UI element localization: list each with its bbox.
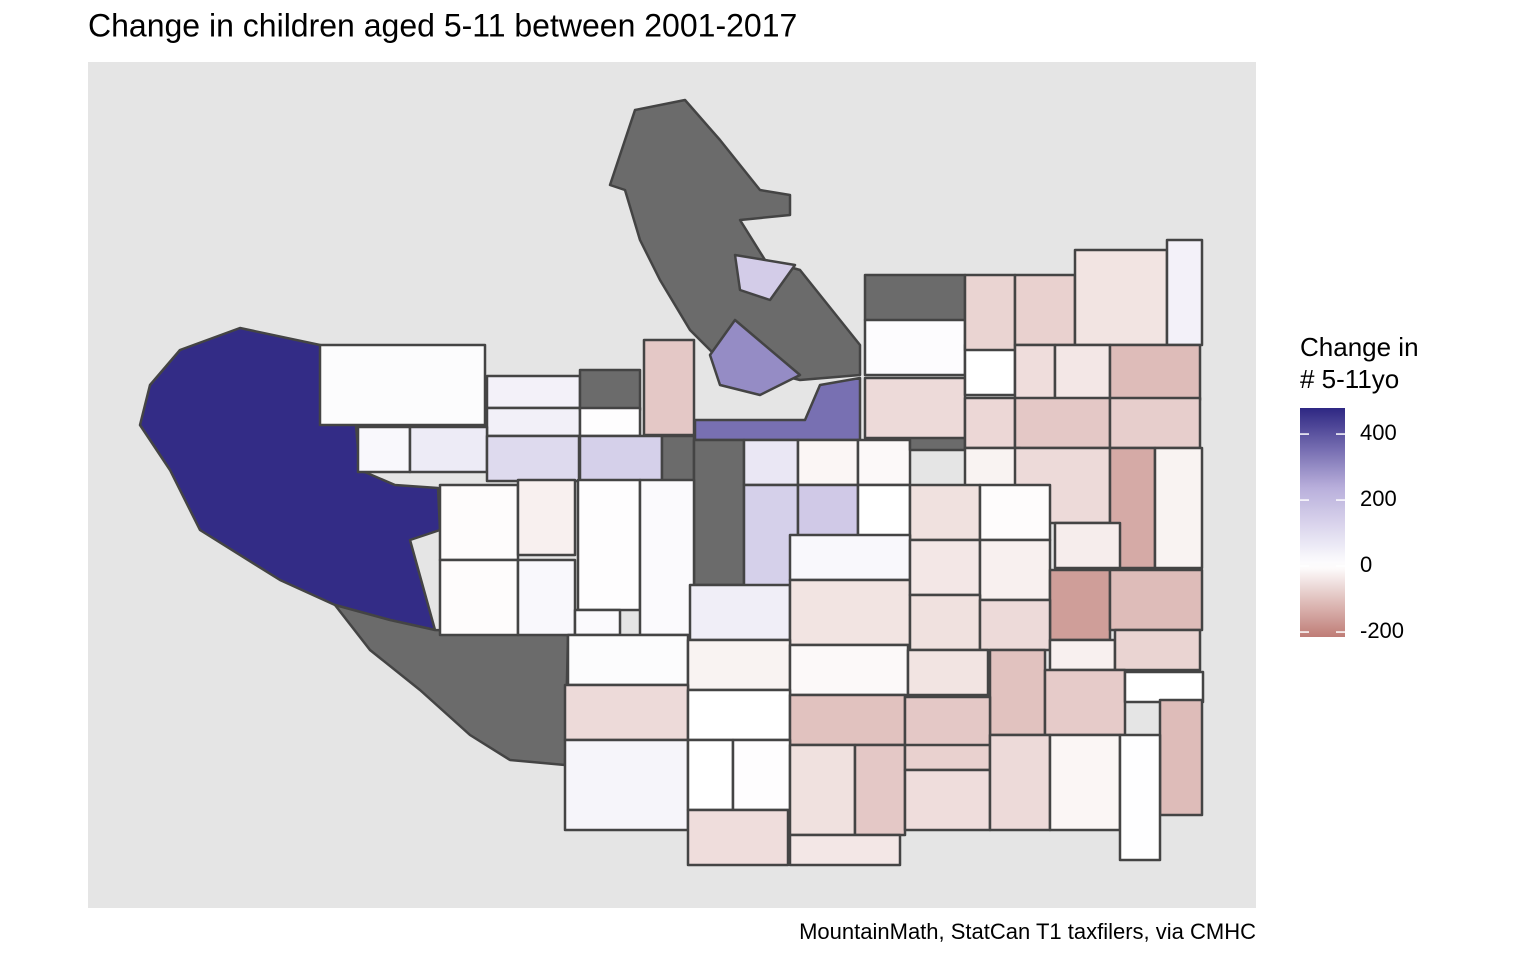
region	[1043, 668, 1127, 737]
region	[686, 688, 792, 742]
region	[708, 318, 802, 397]
region	[356, 425, 412, 474]
regions	[138, 98, 1205, 867]
region	[963, 396, 1017, 450]
region	[978, 598, 1052, 652]
region	[638, 478, 696, 637]
region	[796, 483, 860, 542]
region	[963, 343, 1017, 397]
region	[906, 648, 990, 697]
region	[788, 743, 857, 837]
region	[578, 406, 642, 438]
legend-title: Change in	[1300, 332, 1419, 362]
region	[576, 478, 642, 612]
region	[608, 98, 862, 382]
region	[660, 434, 696, 483]
region	[485, 374, 582, 410]
region	[1048, 733, 1122, 832]
region	[1048, 568, 1112, 642]
region	[485, 434, 581, 483]
region	[333, 603, 570, 767]
region	[1048, 638, 1117, 672]
region	[688, 583, 792, 642]
region	[563, 683, 690, 742]
region	[988, 648, 1047, 737]
region	[978, 538, 1052, 602]
region	[1113, 628, 1202, 672]
region	[908, 593, 982, 652]
legend-tick-label: 400	[1360, 420, 1397, 445]
region	[686, 738, 735, 812]
region	[978, 483, 1052, 542]
region	[903, 695, 992, 749]
region	[908, 483, 982, 542]
region	[566, 633, 690, 687]
region	[438, 558, 520, 637]
region	[1153, 446, 1204, 570]
region	[485, 406, 582, 438]
region	[856, 483, 912, 542]
region	[863, 273, 967, 327]
caption: MountainMath, StatCan T1 taxfilers, via …	[799, 919, 1256, 944]
region	[788, 578, 912, 647]
region	[573, 608, 622, 637]
region	[438, 483, 520, 562]
region	[578, 434, 664, 483]
region	[788, 533, 912, 582]
region	[903, 768, 992, 832]
region	[863, 376, 967, 440]
legend-tick-label: 200	[1360, 486, 1397, 511]
region	[318, 343, 487, 427]
region	[686, 638, 792, 692]
region	[903, 743, 992, 772]
region	[788, 643, 910, 697]
legend-tick-label: -200	[1360, 618, 1404, 643]
region	[788, 693, 907, 747]
region	[988, 733, 1052, 832]
region	[742, 438, 800, 487]
legend-title: # 5-11yo	[1300, 364, 1399, 394]
region	[788, 833, 902, 867]
region	[686, 808, 790, 867]
region	[516, 558, 577, 637]
region	[1108, 568, 1204, 632]
legend-tick-label: 0	[1360, 552, 1372, 577]
region	[138, 326, 442, 632]
region	[563, 738, 690, 832]
region	[1123, 670, 1205, 704]
region	[1053, 521, 1122, 570]
region	[863, 318, 967, 377]
region	[1053, 343, 1112, 402]
region	[1073, 248, 1169, 347]
chart-title: Change in children aged 5-11 between 200…	[88, 7, 797, 43]
region	[578, 368, 642, 412]
region	[516, 478, 577, 557]
region	[963, 273, 1017, 352]
region	[408, 425, 489, 474]
region	[853, 743, 907, 837]
region	[856, 438, 912, 487]
region	[1118, 733, 1162, 862]
region	[692, 438, 746, 587]
region	[1108, 396, 1202, 450]
region	[1013, 343, 1057, 402]
region	[1013, 273, 1077, 347]
region	[1158, 698, 1204, 817]
region	[642, 338, 696, 437]
region	[1108, 343, 1202, 402]
region	[908, 538, 982, 597]
legend-colorbar	[1300, 408, 1345, 637]
region	[796, 438, 860, 487]
region	[733, 253, 797, 302]
region	[731, 738, 792, 812]
region	[1165, 238, 1204, 347]
region	[1013, 396, 1112, 450]
region	[963, 446, 1022, 490]
